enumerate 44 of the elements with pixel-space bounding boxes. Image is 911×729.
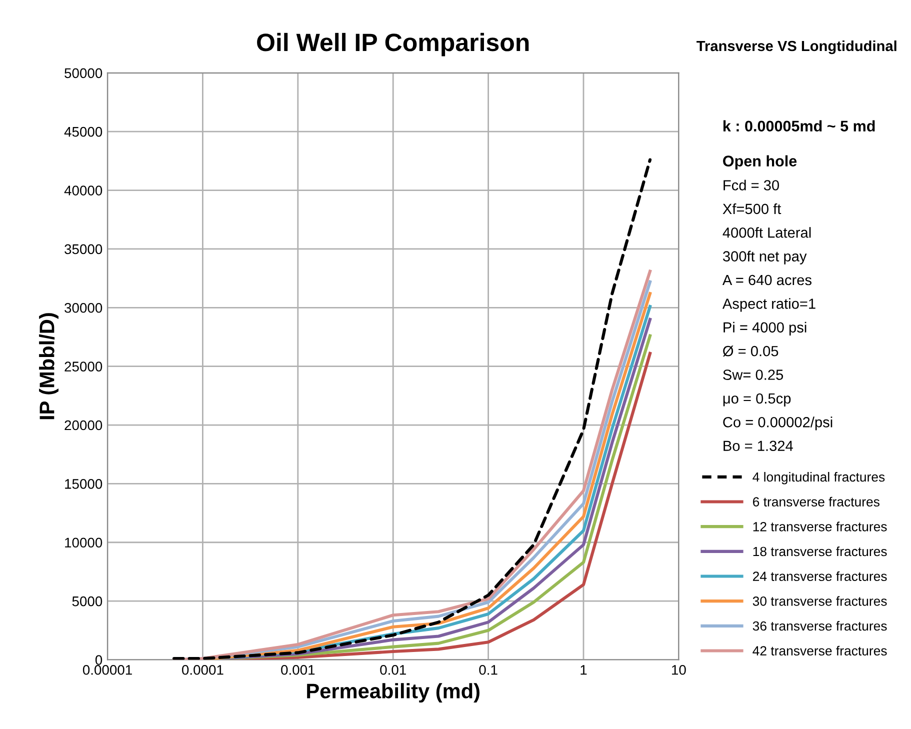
text: 300ft net pay <box>722 250 807 264</box>
y-axis-title: IP (Mbbl/D) <box>39 313 58 420</box>
legend-label: 42 transverse fractures <box>752 646 887 656</box>
legend-label: 6 transverse fractures <box>753 496 880 506</box>
x-tick-label: 1 <box>580 665 587 675</box>
y-tick-label: 40000 <box>64 186 102 196</box>
legend-label: 36 transverse fractures <box>752 620 887 631</box>
text: μo = 0.5cp <box>723 393 791 407</box>
y-tick-label: 30000 <box>64 302 102 313</box>
text: Aspect ratio=1 <box>722 298 816 312</box>
text: 4000ft Lateral <box>722 227 811 238</box>
text: A = 640 acres <box>722 274 812 286</box>
text: Pi = 4000 psi <box>724 322 806 336</box>
y-tick-label: 15000 <box>65 479 102 489</box>
chart-title: Oil Well IP Comparison <box>257 32 529 56</box>
y-tick-label: 35000 <box>64 244 102 254</box>
text: Transverse VS Longtidudinal <box>696 40 896 54</box>
legend-label: 12 transverse fractures <box>753 522 887 532</box>
x-tick-label: 0.001 <box>281 664 315 675</box>
y-tick-label: 10000 <box>65 538 102 548</box>
x-tick-label: 0.1 <box>479 664 498 675</box>
x-tick-label: 10 <box>672 664 686 675</box>
y-tick-label: 45000 <box>64 126 102 137</box>
text: Co = 0.00002/psi <box>723 416 832 430</box>
x-axis-title: Permeability (md) <box>307 683 480 703</box>
legend-label: 4 longitudinal fractures <box>752 472 885 484</box>
text: Ø = 0.05 <box>722 346 778 356</box>
y-tick-label: 0 <box>95 655 102 665</box>
text: Open hole <box>723 155 797 170</box>
y-tick-label: 20000 <box>64 420 102 430</box>
x-tick-label: 0.00001 <box>82 664 132 675</box>
y-tick-label: 25000 <box>64 362 102 372</box>
text: k : 0.00005md ~ 5 md <box>723 120 875 132</box>
text: Sw= 0.25 <box>723 370 784 380</box>
legend-label: 24 transverse fractures <box>752 571 887 581</box>
y-tick-label: 50000 <box>64 68 102 78</box>
legend-label: 30 transverse fractures <box>752 596 887 606</box>
y-tick-label: 5000 <box>72 596 102 606</box>
x-tick-label: 0.01 <box>380 664 406 675</box>
legend-label: 18 transverse fractures <box>753 546 887 556</box>
text: Bo = 1.324 <box>724 440 793 452</box>
text: Xf=500 ft <box>722 203 782 214</box>
text: Fcd = 30 <box>724 180 780 190</box>
x-tick-label: 0.0001 <box>182 664 224 675</box>
